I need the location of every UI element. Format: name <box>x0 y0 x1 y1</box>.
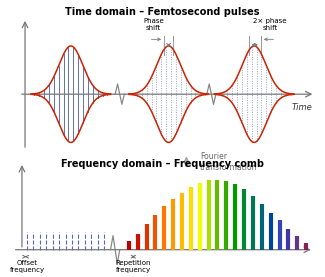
Text: Time domain – Femtosecond pulses: Time domain – Femtosecond pulses <box>65 7 260 17</box>
Text: Time: Time <box>292 103 312 112</box>
Text: Phase
shift: Phase shift <box>143 18 164 31</box>
Text: Frequency domain – Frequency comb: Frequency domain – Frequency comb <box>61 159 264 169</box>
Text: Repetition
frequency: Repetition frequency <box>116 260 151 273</box>
Text: 2× phase
shift: 2× phase shift <box>253 18 287 31</box>
Text: Fourier
transformation: Fourier transformation <box>200 152 258 172</box>
Text: Offset
frequency: Offset frequency <box>10 260 45 273</box>
